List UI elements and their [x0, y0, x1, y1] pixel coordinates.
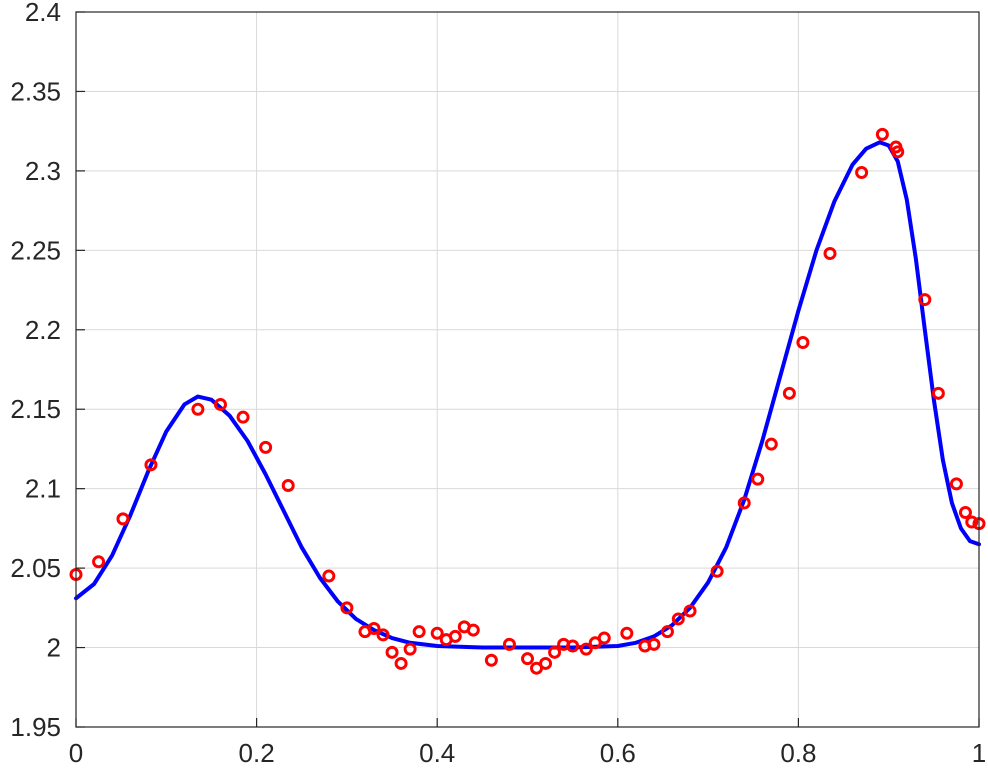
x-tick-label: 0.8	[780, 738, 816, 768]
data-point-marker	[521, 652, 534, 666]
data-point-marker	[322, 569, 336, 583]
y-tick-label: 2.2	[25, 315, 61, 345]
data-point-marker	[376, 628, 390, 642]
data-point-marker	[116, 512, 130, 526]
data-point-marker	[660, 625, 674, 639]
data-point-marker	[671, 612, 685, 626]
y-tick-label: 1.95	[10, 712, 61, 742]
x-tick-label: 0	[69, 738, 83, 768]
data-point-marker	[737, 496, 751, 510]
data-point-marker	[782, 386, 796, 400]
data-point-marker	[484, 653, 498, 667]
data-point-marker	[683, 604, 697, 618]
data-point-marker	[823, 247, 837, 261]
y-tick-label: 2.3	[25, 156, 61, 186]
y-tick-label: 2.1	[25, 474, 61, 504]
data-point-marker	[891, 145, 905, 159]
axes-box	[75, 11, 980, 728]
data-point-marker	[764, 437, 778, 451]
data-point-marker	[620, 626, 634, 640]
x-tick-label: 0.6	[600, 738, 636, 768]
x-tick-label: 1	[972, 738, 986, 768]
data-point-marker	[281, 478, 295, 492]
data-point-marker	[710, 564, 724, 578]
fit-curve-line	[74, 140, 981, 650]
data-point-marker	[430, 626, 444, 640]
data-point-marker	[259, 440, 273, 454]
y-tick-label: 2.15	[10, 394, 61, 424]
data-point-marker	[566, 639, 580, 653]
data-point-marker	[236, 410, 250, 424]
data-point-marker	[796, 335, 810, 349]
data-point-marker	[385, 645, 399, 659]
x-axis-ticks: 0 0.2 0.4 0.6 0.8 1	[69, 718, 986, 768]
data-point-marker	[579, 642, 593, 656]
y-axis-ticks: 1.95 2 2.05 2.1 2.15 2.2 2.25 2.3 2.35 2.4	[10, 0, 85, 742]
data-point-marker	[548, 645, 562, 659]
data-point-marker	[340, 601, 354, 615]
x-tick-label: 0.2	[239, 738, 275, 768]
x-tick-label: 0.4	[419, 738, 455, 768]
y-tick-label: 2.4	[25, 0, 61, 27]
data-point-marker	[403, 642, 417, 656]
y-tick-label: 2.05	[10, 553, 61, 583]
data-point-marker	[466, 623, 480, 637]
data-point-marker	[647, 637, 661, 651]
data-point-marker	[751, 472, 765, 486]
data-point-marker	[213, 397, 227, 411]
data-point-marker	[918, 293, 932, 307]
y-tick-label: 2	[47, 633, 61, 663]
data-point-marker	[92, 555, 106, 569]
data-point-marker	[949, 477, 963, 491]
data-point-marker	[502, 637, 516, 651]
data-point-marker	[394, 656, 408, 670]
y-tick-label: 2.25	[10, 235, 61, 265]
data-point-marker	[958, 506, 972, 519]
data-point-marker	[855, 165, 869, 179]
data-point-marker	[144, 458, 158, 472]
data-point-marker	[191, 402, 205, 416]
data-point-marker	[448, 629, 462, 643]
data-point-marker	[539, 656, 553, 670]
data-point-marker	[875, 127, 889, 141]
data-point-marker	[367, 621, 381, 635]
data-point-marker	[965, 515, 979, 529]
y-tick-label: 2.35	[10, 76, 61, 106]
plot-series	[69, 127, 986, 675]
data-point-marker	[412, 625, 426, 639]
data-point-marker	[597, 631, 611, 645]
data-point-marker	[931, 386, 945, 400]
grid	[75, 11, 980, 728]
